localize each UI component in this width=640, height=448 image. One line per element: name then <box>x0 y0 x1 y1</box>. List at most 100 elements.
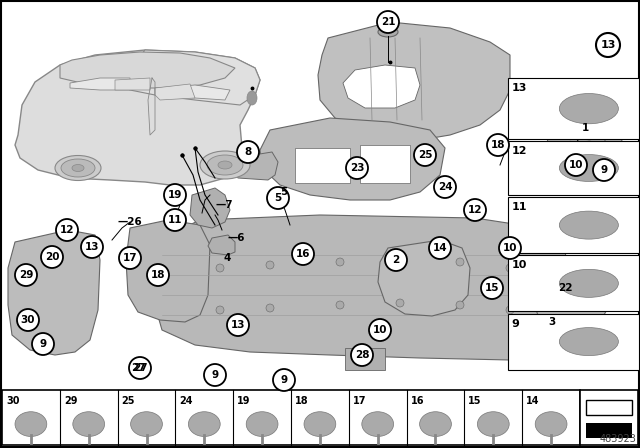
Circle shape <box>487 134 509 156</box>
Text: 9: 9 <box>280 375 287 385</box>
Polygon shape <box>208 235 235 255</box>
Text: 11: 11 <box>511 202 527 212</box>
Text: 27: 27 <box>132 363 147 373</box>
Polygon shape <box>260 118 445 200</box>
Text: 18: 18 <box>491 140 505 150</box>
Text: 4: 4 <box>224 253 232 263</box>
Polygon shape <box>15 50 260 185</box>
Circle shape <box>456 258 464 266</box>
Text: 10: 10 <box>569 160 583 170</box>
Text: 15: 15 <box>484 283 499 293</box>
Circle shape <box>481 277 503 299</box>
Circle shape <box>266 261 274 269</box>
Circle shape <box>506 264 514 272</box>
Text: 30: 30 <box>20 315 35 325</box>
Ellipse shape <box>559 269 618 297</box>
Ellipse shape <box>559 155 618 181</box>
Circle shape <box>429 237 451 259</box>
Circle shape <box>506 306 514 314</box>
Circle shape <box>32 333 54 355</box>
Bar <box>345 348 385 370</box>
Polygon shape <box>318 22 510 140</box>
Circle shape <box>56 219 78 241</box>
Polygon shape <box>343 65 420 108</box>
Circle shape <box>351 344 373 366</box>
Ellipse shape <box>61 159 95 177</box>
Circle shape <box>369 319 391 341</box>
Text: 28: 28 <box>355 350 369 360</box>
Text: 19: 19 <box>168 190 182 200</box>
Text: —6: —6 <box>228 233 246 243</box>
Circle shape <box>434 176 456 198</box>
Text: 23: 23 <box>349 163 364 173</box>
Circle shape <box>266 304 274 312</box>
Ellipse shape <box>362 412 394 436</box>
Text: 2: 2 <box>392 255 399 265</box>
Circle shape <box>129 357 151 379</box>
Ellipse shape <box>304 412 336 436</box>
Text: 18: 18 <box>295 396 308 406</box>
Text: 21: 21 <box>381 17 396 27</box>
Text: 483923: 483923 <box>599 434 636 444</box>
Text: 5: 5 <box>280 187 287 197</box>
Bar <box>360 145 410 183</box>
Circle shape <box>227 314 249 336</box>
Polygon shape <box>190 188 230 228</box>
Ellipse shape <box>200 151 250 179</box>
Text: 24: 24 <box>179 396 193 406</box>
Polygon shape <box>8 230 100 355</box>
Ellipse shape <box>247 91 257 105</box>
Text: 27: 27 <box>131 363 145 373</box>
Polygon shape <box>152 215 568 360</box>
Ellipse shape <box>535 412 567 436</box>
Text: 15: 15 <box>468 396 482 406</box>
Ellipse shape <box>477 412 509 436</box>
Text: 8: 8 <box>244 147 252 157</box>
Circle shape <box>593 159 615 181</box>
Polygon shape <box>155 84 195 100</box>
Text: 1: 1 <box>582 123 589 133</box>
Circle shape <box>396 299 404 307</box>
Circle shape <box>81 236 103 258</box>
Circle shape <box>204 364 226 386</box>
Text: 16: 16 <box>411 396 424 406</box>
Text: 19: 19 <box>237 396 251 406</box>
Ellipse shape <box>559 327 618 356</box>
Text: 14: 14 <box>433 243 447 253</box>
Circle shape <box>464 199 486 221</box>
Ellipse shape <box>188 412 220 436</box>
Circle shape <box>164 209 186 231</box>
Bar <box>586 423 632 439</box>
Text: 3: 3 <box>548 317 556 327</box>
Circle shape <box>596 33 620 57</box>
Circle shape <box>216 264 224 272</box>
Ellipse shape <box>559 211 618 239</box>
Circle shape <box>147 264 169 286</box>
Text: 29: 29 <box>19 270 33 280</box>
Polygon shape <box>120 50 260 105</box>
Polygon shape <box>126 220 210 322</box>
Text: 10: 10 <box>503 243 517 253</box>
Text: 5: 5 <box>275 193 282 203</box>
Text: —26: —26 <box>118 217 143 227</box>
Ellipse shape <box>55 155 101 181</box>
Bar <box>508 255 639 311</box>
Circle shape <box>346 157 368 179</box>
Circle shape <box>414 144 436 166</box>
Circle shape <box>377 11 399 33</box>
Polygon shape <box>232 152 278 180</box>
Ellipse shape <box>207 155 243 175</box>
Text: 18: 18 <box>151 270 165 280</box>
Polygon shape <box>70 78 130 90</box>
Text: 9: 9 <box>40 339 47 349</box>
Ellipse shape <box>420 412 451 436</box>
Circle shape <box>385 249 407 271</box>
Ellipse shape <box>15 412 47 436</box>
Text: 25: 25 <box>418 150 432 160</box>
Circle shape <box>216 306 224 314</box>
Bar <box>2 390 580 445</box>
Text: 13: 13 <box>511 83 527 93</box>
Circle shape <box>273 369 295 391</box>
Circle shape <box>237 141 259 163</box>
Bar <box>508 197 639 253</box>
